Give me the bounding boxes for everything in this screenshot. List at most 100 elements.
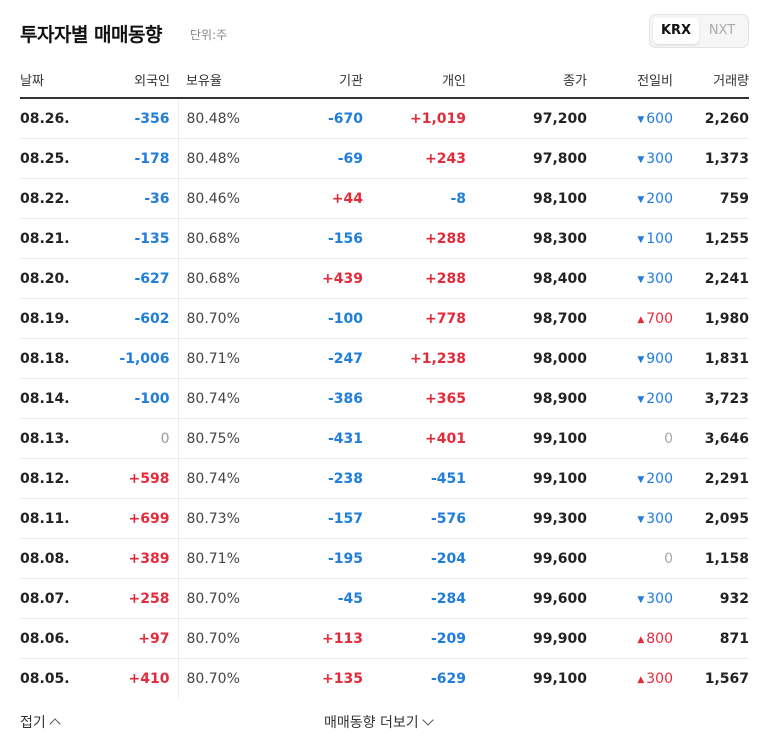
col-header-date: 날짜	[20, 62, 73, 99]
col-header-institution: 기관	[268, 62, 363, 99]
close-cell: 98,900	[466, 378, 587, 419]
individual-cell: -629	[430, 670, 466, 687]
institution-cell: -156	[268, 218, 363, 259]
change-value: 800	[646, 630, 673, 647]
close-cell: 97,200	[466, 98, 587, 139]
date-cell: 08.05.	[20, 670, 70, 687]
down-arrow-icon: ▼	[637, 154, 645, 165]
table-row: 08.06. +97 80.70% +113 -209 99,900 ▲ 800 871	[20, 618, 749, 659]
market-toggle: KRX NXT	[649, 14, 749, 48]
individual-cell: -209	[363, 618, 466, 659]
institution-cell: +44	[268, 178, 363, 219]
change-cell: ▼ 100	[587, 218, 673, 259]
date-cell: 08.22.	[20, 178, 73, 219]
ratio-cell: 80.68%	[178, 218, 268, 259]
change-cell: ▼ 300	[587, 578, 673, 619]
trading-table: 날짜 외국인 보유율 기관 개인 종가 전일비 거래량 08.26. -356 80…	[20, 62, 749, 698]
change-value: 100	[646, 230, 673, 247]
foreign-cell: -627	[73, 258, 179, 299]
change-cell: ▲ 300	[587, 659, 673, 699]
up-arrow-icon: ▲	[637, 674, 645, 685]
change-value: 900	[646, 350, 673, 367]
table-row: 08.21. -135 80.68% -156 +288 98,300 ▼ 100 1,255	[20, 218, 749, 259]
close-cell: 98,700	[466, 298, 587, 339]
chevron-down-icon	[421, 714, 434, 726]
down-arrow-icon: ▼	[637, 354, 645, 365]
individual-cell: -8	[363, 178, 466, 219]
volume-cell: 2,291	[673, 458, 749, 499]
institution-cell: +439	[268, 258, 363, 299]
col-header-foreign: 외국인	[73, 62, 178, 99]
table-row: 08.25. -178 80.48% -69 +243 97,800 ▼ 300 1,373	[20, 138, 749, 179]
table-row: 08.11. +699 80.73% -157 -576 99,300 ▼ 300 2,095	[20, 498, 749, 539]
change-cell: ▲ 800	[587, 618, 673, 659]
panel-footer: 접기 매매동향 더보기	[20, 708, 749, 738]
foreign-cell: -100	[73, 378, 179, 419]
close-cell: 98,100	[466, 178, 587, 219]
change-cell: 0	[587, 538, 673, 579]
ratio-cell: 80.74%	[178, 458, 268, 499]
individual-cell: -284	[363, 578, 466, 619]
table-row: 08.12. +598 80.74% -238 -451 99,100 ▼ 200 2,291	[20, 458, 749, 499]
date-cell: 08.08.	[20, 538, 73, 579]
ratio-cell: 80.68%	[178, 258, 268, 299]
individual-cell: +243	[363, 138, 466, 179]
down-arrow-icon: ▼	[637, 594, 645, 605]
date-cell: 08.14.	[20, 378, 73, 419]
ratio-cell: 80.70%	[186, 670, 240, 687]
institution-cell: -157	[268, 498, 363, 539]
close-cell: 98,400	[466, 258, 587, 299]
ratio-cell: 80.70%	[178, 618, 268, 659]
ratio-cell: 80.70%	[178, 578, 268, 619]
date-cell: 08.26.	[20, 98, 73, 139]
volume-cell: 1,831	[673, 338, 749, 379]
table-row: 08.13. 0 80.75% -431 +401 99,100 0 3,646	[20, 418, 749, 459]
volume-cell: 2,260	[673, 98, 749, 139]
change-cell: ▼ 300	[587, 498, 673, 539]
close-cell: 99,900	[466, 618, 587, 659]
fold-button[interactable]: 접기	[20, 712, 61, 732]
ratio-cell: 80.70%	[178, 298, 268, 339]
date-cell: 08.21.	[20, 218, 73, 259]
ratio-cell: 80.71%	[178, 338, 268, 379]
volume-cell: 1,567	[704, 670, 749, 687]
volume-cell: 3,723	[673, 378, 749, 419]
change-cell: ▼ 900	[587, 338, 673, 379]
individual-cell: +1,238	[363, 338, 466, 379]
down-arrow-icon: ▼	[637, 394, 645, 405]
ratio-cell: 80.75%	[178, 418, 268, 459]
table-row: 08.19. -602 80.70% -100 +778 98,700 ▲ 700 1,980	[20, 298, 749, 339]
change-value: 300	[646, 670, 673, 687]
table-row: 08.07. +258 80.70% -45 -284 99,600 ▼ 300 932	[20, 578, 749, 619]
foreign-cell: -178	[73, 138, 179, 179]
individual-cell: -576	[363, 498, 466, 539]
institution-cell: -431	[268, 418, 363, 459]
close-cell: 99,100	[466, 458, 587, 499]
more-trading-button[interactable]: 매매동향 더보기	[324, 712, 434, 732]
date-cell: 08.20.	[20, 258, 73, 299]
close-cell: 99,100	[532, 670, 587, 687]
down-arrow-icon: ▼	[637, 234, 645, 245]
close-cell: 99,100	[466, 418, 587, 459]
volume-cell: 871	[673, 618, 749, 659]
down-arrow-icon: ▼	[637, 474, 645, 485]
toggle-krx[interactable]: KRX	[653, 18, 699, 44]
foreign-cell: +389	[73, 538, 179, 579]
institution-cell: -386	[268, 378, 363, 419]
panel-header: 투자자별 매매동향 단위:주 KRX NXT	[20, 12, 749, 52]
table-row: 08.14. -100 80.74% -386 +365 98,900 ▼ 200 3,723	[20, 378, 749, 419]
foreign-cell: +598	[73, 458, 179, 499]
institution-cell: -100	[268, 298, 363, 339]
toggle-nxt[interactable]: NXT	[708, 23, 736, 38]
foreign-cell: -356	[73, 98, 179, 139]
ratio-cell: 80.74%	[178, 378, 268, 419]
volume-cell: 1,373	[673, 138, 749, 179]
close-cell: 99,600	[466, 538, 587, 579]
individual-cell: -451	[363, 458, 466, 499]
close-cell: 99,600	[466, 578, 587, 619]
volume-cell: 2,241	[673, 258, 749, 299]
up-arrow-icon: ▲	[637, 314, 645, 325]
date-cell: 08.18.	[20, 338, 73, 379]
col-header-close: 종가	[466, 62, 587, 99]
